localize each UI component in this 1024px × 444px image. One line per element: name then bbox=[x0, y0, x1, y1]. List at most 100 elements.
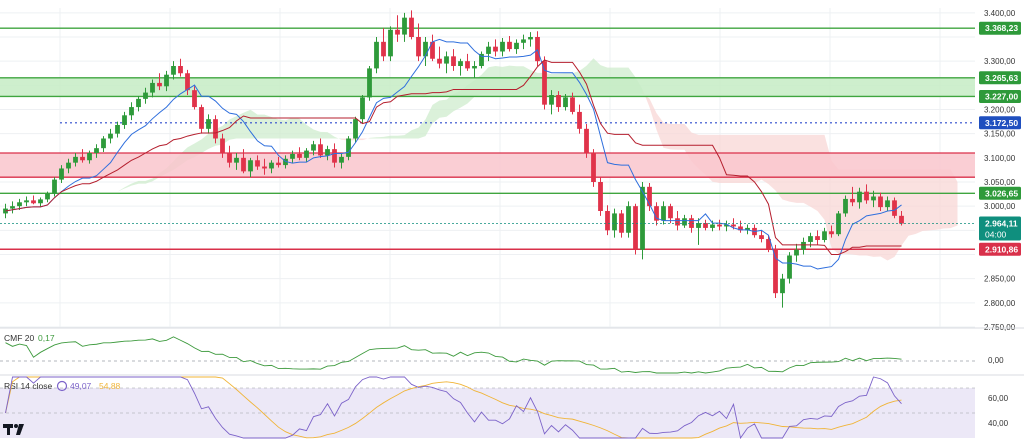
candle-body bbox=[409, 18, 414, 37]
y-tick-label: 3.050,00 bbox=[984, 178, 1016, 187]
candle-body bbox=[143, 93, 148, 99]
candle-body bbox=[199, 107, 204, 129]
candle-body bbox=[395, 30, 400, 35]
y-tick-label: 3.400,00 bbox=[984, 9, 1016, 18]
candle-body bbox=[843, 199, 848, 214]
candle-body bbox=[675, 218, 680, 225]
ichimoku-cloud-segment bbox=[286, 118, 293, 139]
candle-body bbox=[178, 66, 183, 73]
ichimoku-cloud-segment bbox=[853, 169, 860, 255]
candle-body bbox=[780, 279, 785, 294]
candle-body bbox=[185, 73, 190, 90]
candle-body bbox=[80, 157, 85, 160]
ichimoku-cloud-segment bbox=[937, 169, 944, 229]
candle-body bbox=[584, 129, 589, 153]
ichimoku-cloud-segment bbox=[244, 110, 251, 139]
candle-body bbox=[227, 153, 232, 163]
candle-body bbox=[276, 163, 281, 165]
candle-body bbox=[416, 37, 421, 56]
y-tick-label: 2.800,00 bbox=[984, 299, 1016, 308]
candle-body bbox=[682, 218, 687, 225]
rsi-ma-value: 54,88 bbox=[99, 381, 121, 391]
cmf-value: 0,17 bbox=[38, 333, 55, 343]
ichimoku-cloud-segment bbox=[391, 136, 398, 139]
ichimoku-cloud-segment bbox=[923, 169, 930, 231]
candle-body bbox=[829, 231, 834, 234]
rsi-tick-40: 40,00 bbox=[988, 419, 1009, 428]
candle-body bbox=[773, 250, 778, 294]
y-tick-label: 3.000,00 bbox=[984, 202, 1016, 211]
ichimoku-cloud-segment bbox=[678, 124, 685, 150]
ichimoku-cloud-segment bbox=[671, 124, 678, 150]
ichimoku-cloud-segment bbox=[251, 110, 258, 139]
candle-body bbox=[605, 211, 610, 230]
price-tag-label: 3.265,63 bbox=[985, 73, 1018, 83]
ichimoku-cloud-segment bbox=[293, 118, 300, 139]
price-tag-label: 3.172,50 bbox=[985, 118, 1018, 128]
y-tick-label: 3.150,00 bbox=[984, 130, 1016, 139]
candle-body bbox=[38, 199, 43, 203]
candle-body bbox=[521, 39, 526, 42]
candle-body bbox=[360, 97, 365, 119]
candle-body bbox=[871, 197, 876, 201]
candle-body bbox=[892, 200, 897, 215]
ichimoku-cloud-segment bbox=[272, 117, 279, 139]
candle-body bbox=[801, 242, 806, 250]
candle-body bbox=[542, 61, 547, 105]
candle-body bbox=[66, 163, 71, 169]
candle-body bbox=[493, 47, 498, 52]
candle-body bbox=[451, 56, 456, 66]
candle-body bbox=[129, 107, 134, 115]
ichimoku-cloud-segment bbox=[867, 169, 874, 256]
candle-body bbox=[626, 206, 631, 233]
price-tag-label: 3.026,65 bbox=[985, 188, 1018, 198]
rsi-value: 49,07 bbox=[70, 381, 92, 391]
candle-body bbox=[549, 95, 554, 105]
candle-body bbox=[332, 149, 337, 163]
ichimoku-cloud-segment bbox=[902, 169, 909, 245]
candle-body bbox=[255, 160, 260, 166]
candle-body bbox=[591, 153, 596, 182]
candle-body bbox=[598, 182, 603, 211]
candle-body bbox=[304, 151, 309, 158]
ichimoku-cloud-segment bbox=[230, 116, 237, 140]
candle-body bbox=[731, 225, 736, 227]
resistance-zone bbox=[0, 153, 975, 177]
candle-body bbox=[899, 216, 904, 224]
candle-body bbox=[619, 213, 624, 232]
cmf-label: CMF 20 bbox=[4, 333, 35, 343]
candle-body bbox=[269, 163, 274, 169]
y-tick-label: 3.100,00 bbox=[984, 154, 1016, 163]
ichimoku-cloud-segment bbox=[440, 100, 447, 118]
candle-body bbox=[101, 139, 106, 149]
candle-body bbox=[381, 42, 386, 57]
candle-body bbox=[213, 119, 218, 138]
candle-body bbox=[31, 200, 36, 203]
price-tag-label: 2.910,86 bbox=[985, 244, 1018, 254]
candle-body bbox=[367, 68, 372, 97]
candle-body bbox=[556, 95, 561, 107]
candle-body bbox=[241, 158, 246, 172]
candle-body bbox=[668, 206, 673, 218]
y-tick-label: 3.200,00 bbox=[984, 106, 1016, 115]
ichimoku-cloud-segment bbox=[930, 169, 937, 230]
candle-body bbox=[108, 134, 113, 139]
y-tick-label: 2.850,00 bbox=[984, 275, 1016, 284]
candle-body bbox=[640, 187, 645, 250]
candle-body bbox=[87, 153, 92, 160]
candle-body bbox=[171, 66, 176, 75]
candle-body bbox=[24, 200, 29, 202]
countdown-label: 04:00 bbox=[985, 230, 1007, 240]
candle-body bbox=[206, 119, 211, 129]
candle-body bbox=[864, 192, 869, 201]
candle-body bbox=[423, 42, 428, 57]
ichimoku-cloud-segment bbox=[881, 169, 888, 260]
candle-body bbox=[458, 61, 463, 66]
candle-body bbox=[325, 149, 330, 155]
candle-body bbox=[339, 157, 344, 163]
candle-body bbox=[633, 206, 638, 250]
candle-body bbox=[353, 119, 358, 138]
candle-body bbox=[689, 218, 694, 228]
candle-body bbox=[759, 235, 764, 239]
